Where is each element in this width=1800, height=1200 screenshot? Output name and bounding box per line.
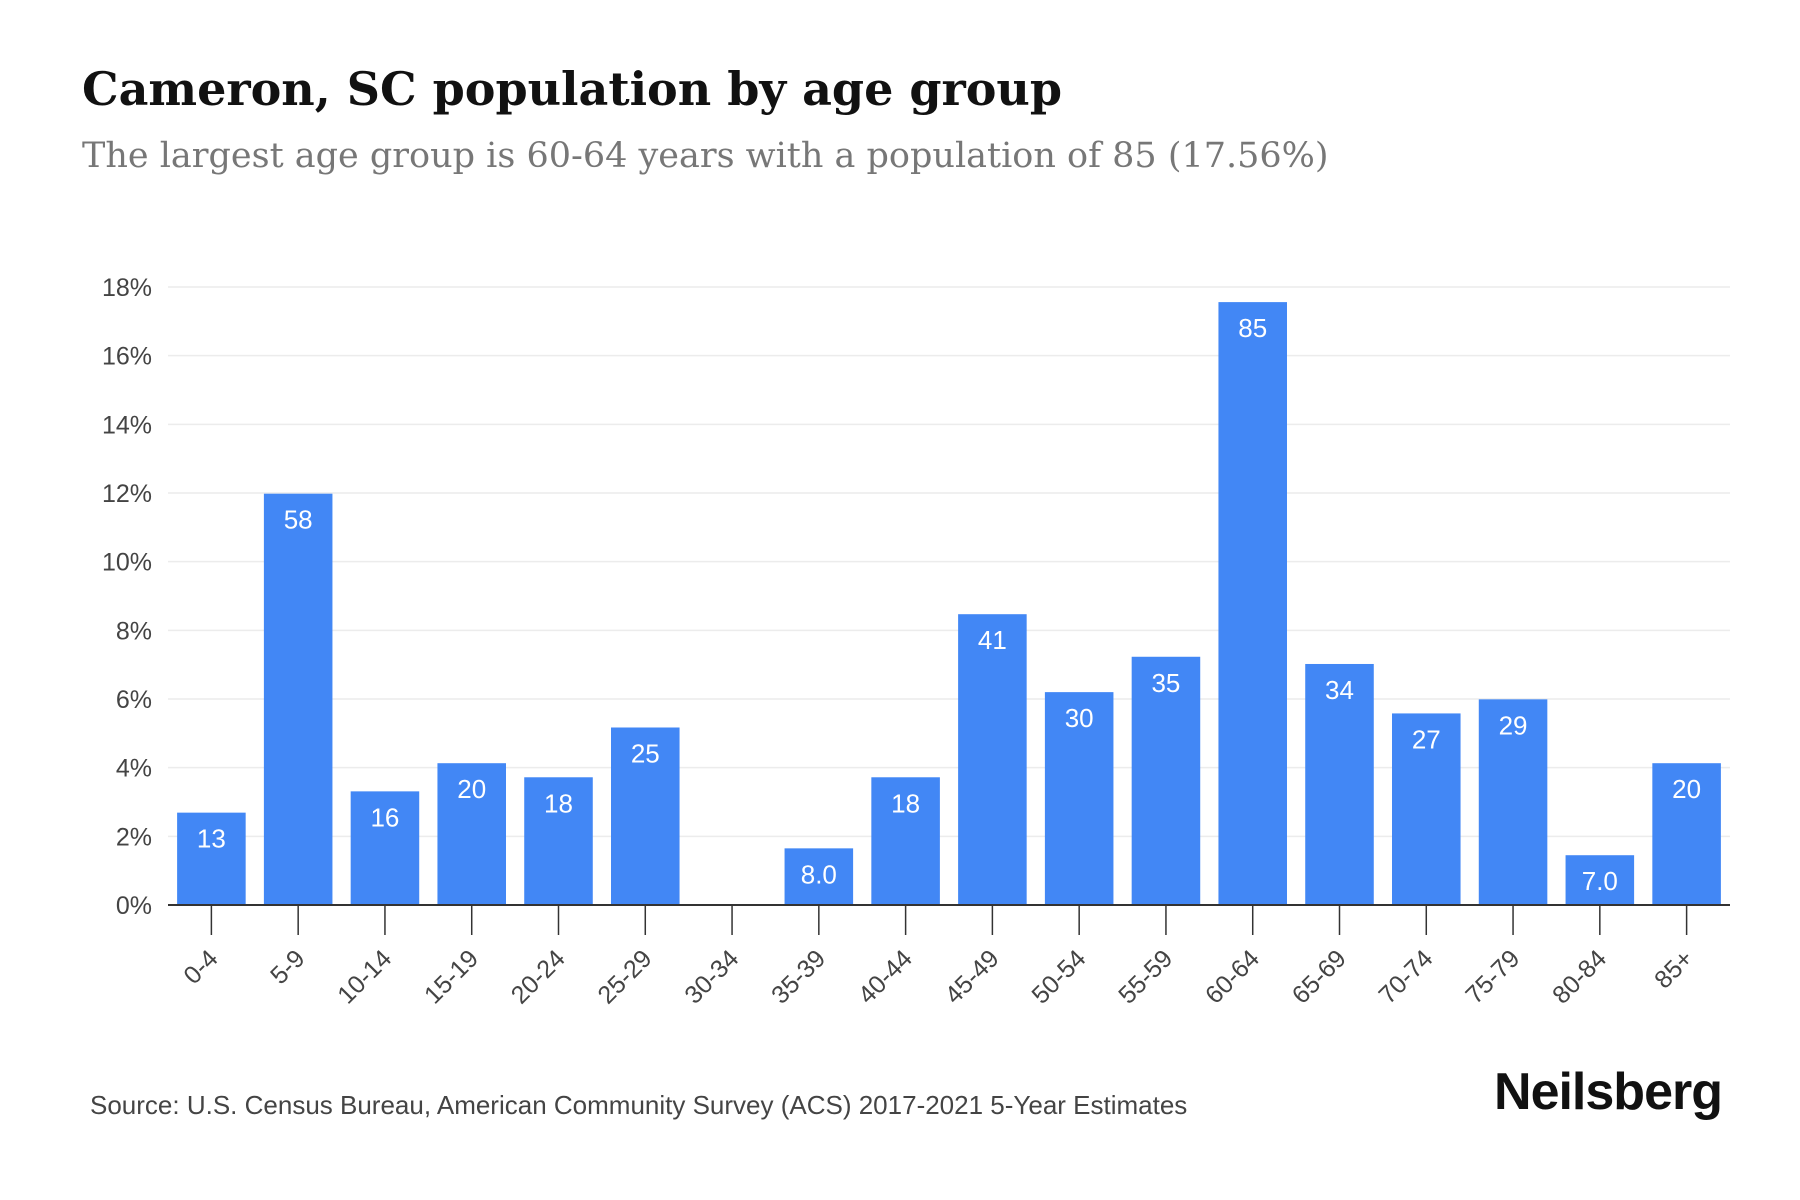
x-tick-label: 65-69 <box>1287 944 1352 1009</box>
data-label: 41 <box>978 625 1007 655</box>
data-label: 34 <box>1325 675 1354 705</box>
x-tick-label: 5-9 <box>265 944 310 989</box>
data-label: 29 <box>1499 710 1528 740</box>
y-tick-label: 10% <box>102 549 152 577</box>
bar <box>177 812 246 905</box>
x-tick-label: 35-39 <box>766 944 831 1009</box>
bar <box>1131 656 1201 905</box>
x-tick-label: 20-24 <box>506 944 571 1009</box>
bar <box>1478 699 1548 905</box>
bar <box>263 493 333 905</box>
y-tick-label: 4% <box>116 755 152 783</box>
x-tick-label: 60-64 <box>1200 944 1265 1009</box>
y-tick-label: 16% <box>102 343 152 371</box>
brand-logo: Neilsberg <box>1494 1063 1723 1121</box>
bar <box>871 777 940 905</box>
x-tick-label: 0-4 <box>178 944 223 989</box>
bar <box>1305 663 1374 905</box>
data-label: 7.0 <box>1582 866 1618 896</box>
data-label: 18 <box>891 788 920 818</box>
x-tick-label: 15-19 <box>419 944 484 1009</box>
y-tick-label: 6% <box>116 686 152 714</box>
y-tick-label: 8% <box>116 617 152 645</box>
data-label: 35 <box>1151 668 1180 698</box>
data-label: 8.0 <box>801 859 837 889</box>
x-tick-label: 50-54 <box>1026 944 1091 1009</box>
bar <box>350 791 420 905</box>
bar <box>1565 855 1635 905</box>
data-label: 18 <box>544 788 573 818</box>
data-label: 25 <box>631 738 660 768</box>
chart-title: Cameron, SC population by age group <box>82 62 1063 116</box>
data-label: 85 <box>1238 313 1267 343</box>
bar <box>958 614 1027 905</box>
data-label: 20 <box>1672 774 1701 804</box>
y-tick-label: 12% <box>102 480 152 508</box>
data-label: 13 <box>197 824 226 854</box>
bar <box>1044 692 1114 905</box>
bar <box>1218 302 1287 905</box>
x-tick-label: 45-49 <box>940 944 1005 1009</box>
bar <box>1652 763 1721 905</box>
x-tick-label: 10-14 <box>332 944 397 1009</box>
x-tick-label: 40-44 <box>853 944 918 1009</box>
data-label: 58 <box>284 505 313 535</box>
data-label: 30 <box>1065 703 1094 733</box>
chart-subtitle: The largest age group is 60-64 years wit… <box>82 136 1329 176</box>
bar <box>437 763 506 905</box>
source-note: Source: U.S. Census Bureau, American Com… <box>90 1090 1188 1120</box>
bar <box>524 777 593 905</box>
bar <box>1392 713 1461 905</box>
y-tick-label: 18% <box>102 274 152 302</box>
x-tick-label: 85+ <box>1649 944 1699 994</box>
data-label: 16 <box>370 802 399 832</box>
x-tick-label: 55-59 <box>1113 944 1178 1009</box>
data-label: 20 <box>457 774 486 804</box>
x-tick-label: 30-34 <box>679 944 744 1009</box>
x-tick-label: 80-84 <box>1547 944 1612 1009</box>
bar <box>784 848 854 905</box>
bar <box>611 727 680 905</box>
y-tick-label: 0% <box>116 892 152 920</box>
x-tick-label: 70-74 <box>1373 944 1438 1009</box>
y-tick-label: 2% <box>116 823 152 851</box>
x-tick-label: 25-29 <box>592 944 657 1009</box>
y-tick-label: 14% <box>102 411 152 439</box>
x-tick-label: 75-79 <box>1460 944 1525 1009</box>
data-label: 27 <box>1412 724 1441 754</box>
